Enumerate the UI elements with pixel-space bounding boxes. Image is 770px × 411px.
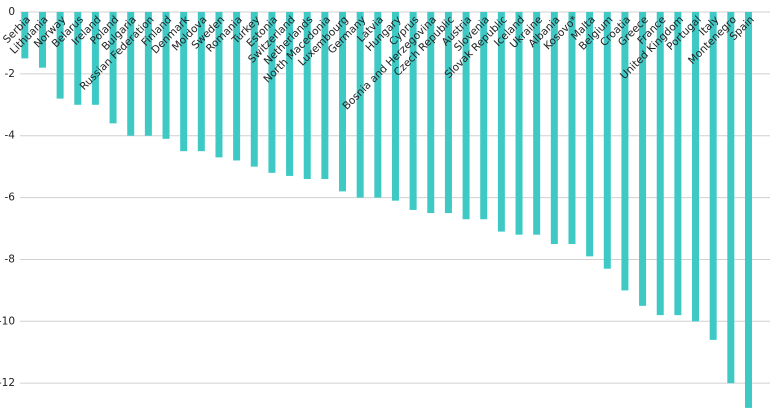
bar: [656, 12, 664, 316]
bar: [550, 12, 558, 244]
bar: [215, 12, 223, 158]
y-tick-label: -8: [5, 253, 15, 265]
y-tick-label: 0: [8, 6, 15, 18]
bar: [162, 12, 170, 139]
bar: [286, 12, 294, 176]
bar: [709, 12, 717, 340]
bar: [515, 12, 523, 235]
bar: [250, 12, 258, 167]
bar: [639, 12, 647, 306]
bar: [727, 12, 735, 384]
bar: [444, 12, 452, 214]
bar: [91, 12, 99, 105]
bar: [427, 12, 435, 214]
bar: [480, 12, 488, 220]
bar: [533, 12, 541, 235]
bar: [586, 12, 594, 257]
y-tick-label: -4: [5, 130, 16, 142]
bar: [180, 12, 188, 152]
bar: [321, 12, 329, 180]
bar: [409, 12, 417, 210]
y-tick-label: -12: [0, 377, 15, 389]
bar: [38, 12, 46, 68]
bar: [497, 12, 505, 232]
bar: [144, 12, 152, 136]
bar: [744, 12, 752, 408]
bar: [303, 12, 311, 180]
bar: [197, 12, 205, 152]
bar: [127, 12, 135, 136]
bar: [391, 12, 399, 201]
bar: [74, 12, 82, 105]
bar: [462, 12, 470, 220]
bar: [603, 12, 611, 269]
bar: [233, 12, 241, 161]
bar: [356, 12, 364, 198]
bar: [21, 12, 29, 59]
y-tick-label: -10: [0, 315, 15, 327]
bar: [674, 12, 682, 316]
bar: [621, 12, 629, 291]
y-tick-label: -6: [5, 192, 16, 204]
bar: [268, 12, 276, 173]
y-tick-label: -2: [5, 68, 15, 80]
bar: [109, 12, 117, 124]
bar: [568, 12, 576, 244]
bar: [339, 12, 347, 192]
bar: [374, 12, 382, 198]
bar: [692, 12, 700, 322]
bar: [56, 12, 64, 99]
